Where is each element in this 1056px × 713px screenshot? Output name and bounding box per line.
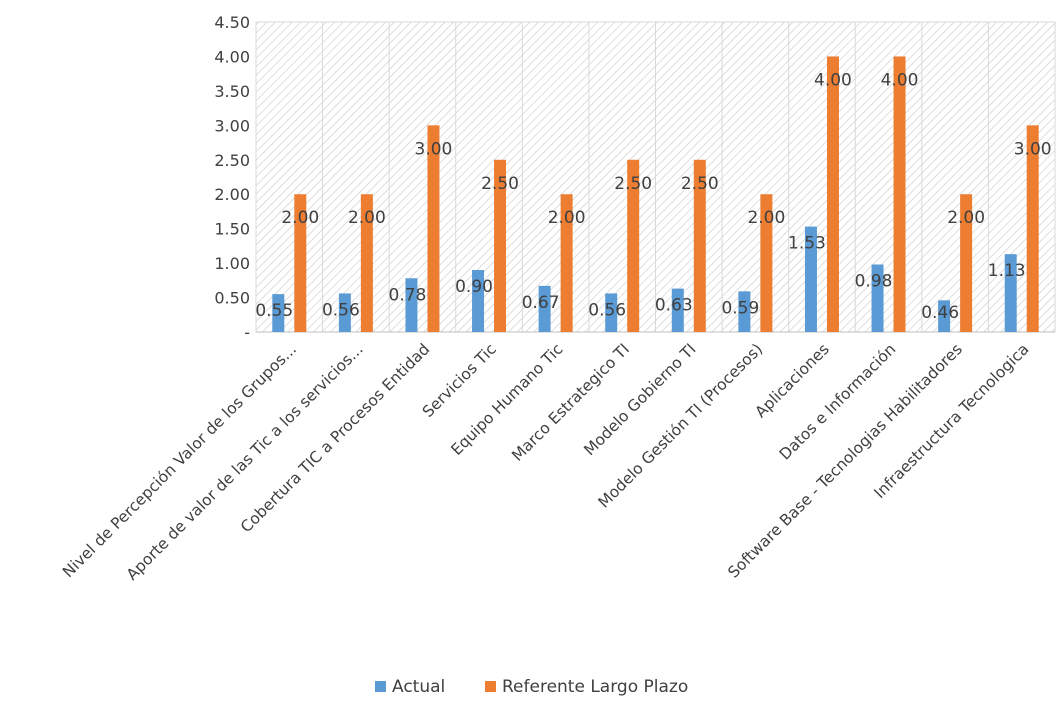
data-label: 2.00	[348, 208, 386, 228]
bar-referente	[294, 194, 307, 332]
legend-swatch	[375, 681, 386, 692]
x-axis-labels: Nivel de Percepción Valor de los Grupos.…	[59, 340, 1032, 584]
data-labels: 0.55 2.00 0.56 2.00 0.78 3.00 0.90 2.50 0.67 2.00…	[255, 70, 1051, 323]
bar-referente	[760, 194, 773, 332]
data-label: 0.56	[588, 300, 626, 320]
x-tick-label: Equipo Humano Tic	[448, 340, 567, 459]
y-tick-label: 3.50	[214, 82, 250, 101]
y-tick-label: 1.00	[214, 254, 250, 273]
bar-actual	[405, 278, 418, 332]
data-label: 4.00	[881, 70, 919, 90]
data-label: 0.46	[921, 303, 959, 323]
bar-actual	[472, 270, 485, 332]
bar-actual	[871, 264, 884, 332]
data-label: 2.00	[947, 208, 985, 228]
data-label: 2.00	[747, 208, 785, 228]
data-label: 0.56	[322, 300, 360, 320]
x-tick-label: Modelo Gobierno TI	[580, 340, 699, 459]
legend: Actual Referente Largo Plazo	[375, 677, 688, 697]
bar-referente	[1026, 125, 1039, 332]
data-label: 2.00	[548, 208, 586, 228]
bar-referente	[360, 194, 373, 332]
legend-label: Referente Largo Plazo	[502, 677, 688, 697]
bar-referente	[627, 159, 640, 332]
y-tick-label: 4.50	[214, 13, 250, 32]
data-label: 4.00	[814, 70, 852, 90]
data-label: 0.67	[522, 293, 560, 313]
data-label: 0.55	[255, 301, 293, 321]
bar-actual	[938, 300, 951, 332]
legend-label: Actual	[392, 677, 445, 697]
bar-referente	[893, 56, 906, 332]
y-tick-label: 0.50	[214, 289, 250, 308]
data-label: 0.90	[455, 277, 493, 297]
data-label: 2.50	[681, 174, 719, 194]
bar-actual	[1004, 254, 1017, 332]
y-tick-label: 3.00	[214, 116, 250, 135]
bar-actual	[804, 226, 817, 332]
data-label: 3.00	[415, 139, 453, 159]
bar-actual	[538, 285, 551, 332]
x-tick-label: Marco Estrategico TI	[508, 340, 633, 465]
legend-swatch	[485, 681, 496, 692]
y-axis-ticks: - 0.50 1.00 1.50 2.00 2.50 3.00 3.50 4.00 4.50	[214, 13, 250, 342]
bar-referente	[494, 159, 507, 332]
data-label: 0.78	[389, 285, 427, 305]
y-tick-label: -	[244, 323, 250, 342]
data-label: 3.00	[1014, 139, 1052, 159]
bar-referente	[960, 194, 973, 332]
bar-referente	[560, 194, 573, 332]
x-tick-label: Software Base - Tecnologias Habilitadore…	[724, 340, 966, 582]
bar-actual	[605, 293, 618, 332]
data-label: 2.50	[481, 174, 519, 194]
y-tick-label: 1.50	[214, 220, 250, 239]
y-tick-label: 4.00	[214, 47, 250, 66]
bar-actual	[671, 288, 684, 332]
bar-actual	[738, 291, 751, 332]
data-label: 2.50	[614, 174, 652, 194]
bar-referente	[693, 159, 706, 332]
bar-actual	[272, 294, 285, 332]
y-tick-label: 2.50	[214, 151, 250, 170]
x-tick-label: Aporte de valor de las Tic a los servici…	[123, 340, 367, 584]
y-tick-label: 2.00	[214, 185, 250, 204]
category-separators	[255, 22, 1056, 333]
x-tick-label: Nivel de Percepción Valor de los Grupos.…	[59, 340, 300, 581]
bar-actual	[338, 293, 351, 332]
data-label: 0.63	[655, 296, 693, 316]
bar-referente	[826, 56, 839, 332]
x-tick-label: Datos e Información	[776, 340, 899, 463]
data-label: 2.00	[281, 208, 319, 228]
data-label: 0.59	[721, 298, 759, 318]
bar-referente	[427, 125, 440, 332]
data-label: 0.98	[855, 271, 893, 291]
bars	[272, 56, 1039, 332]
data-label: 1.13	[988, 261, 1026, 281]
data-label: 1.53	[788, 234, 826, 254]
